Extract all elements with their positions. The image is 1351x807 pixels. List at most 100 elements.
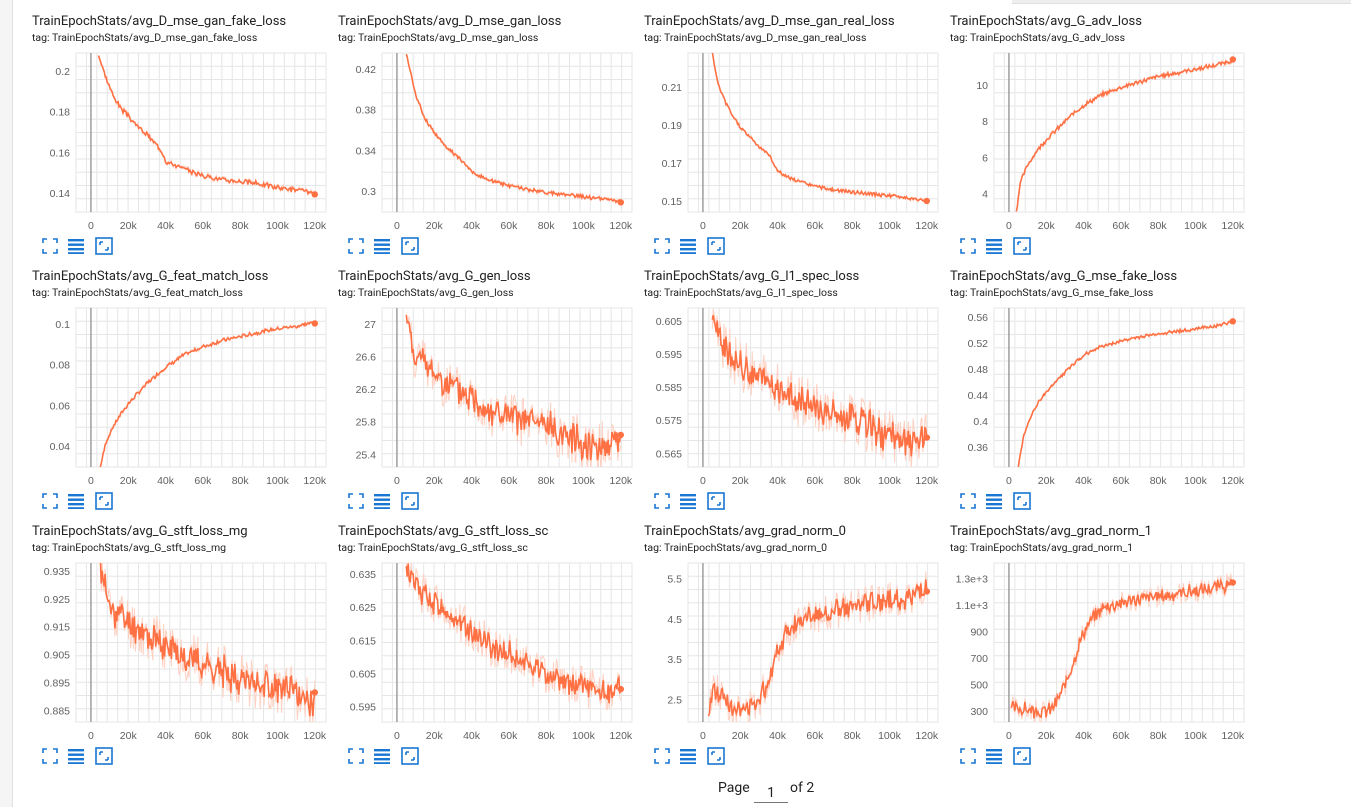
fit-domain-icon[interactable] (706, 491, 726, 511)
fullscreen-icon[interactable] (652, 236, 672, 256)
x-tick-label: 120k (915, 730, 939, 742)
y-tick-label: 0.905 (44, 650, 70, 662)
chart-plot[interactable]: 0 20k 40k 60k 80k 100k 120k 0.595 0.605 0.615 0.62… (338, 510, 638, 746)
x-tick-label: 120k (915, 475, 939, 487)
data-table-icon[interactable] (66, 746, 86, 766)
fullscreen-icon[interactable] (958, 236, 978, 256)
x-tick-label: 100k (1184, 475, 1208, 487)
chart-tag: tag: TrainEpochStats/avg_grad_norm_0 (644, 541, 828, 554)
y-tick-label: 0.52 (968, 338, 989, 350)
fit-domain-icon[interactable] (1012, 236, 1032, 256)
last-value-marker (311, 191, 319, 198)
x-tick-label: 20k (732, 220, 750, 232)
x-tick-label: 0 (1006, 220, 1012, 232)
x-tick-label: 20k (1038, 475, 1056, 487)
chart-plot[interactable]: 0 20k 40k 60k 80k 100k 120k 0.36 0.4 0.44 0.48 0.52… (950, 255, 1250, 491)
data-table-icon[interactable] (984, 236, 1004, 256)
plot-frame (687, 562, 939, 723)
fullscreen-icon[interactable] (958, 746, 978, 766)
fit-domain-icon[interactable] (94, 491, 114, 511)
data-table-icon[interactable] (372, 236, 392, 256)
chart-plot[interactable]: 0 20k 40k 60k 80k 100k 120k 0.04 0.06 0.08 0.1 (32, 255, 332, 491)
last-value-marker (617, 685, 625, 693)
fullscreen-icon[interactable] (346, 746, 366, 766)
chart-tag: tag: TrainEpochStats/avg_G_feat_match_lo… (32, 286, 243, 299)
raw-series-line (97, 57, 316, 198)
y-tick-label: 0.34 (356, 145, 377, 157)
x-tick-label: 20k (120, 475, 138, 487)
data-table-icon[interactable] (372, 746, 392, 766)
chart-plot[interactable]: 0 20k 40k 60k 80k 100k 120k 25.4 25.8 26.2 26.6 27 (338, 255, 638, 491)
x-tick-label: 40k (157, 220, 175, 232)
fullscreen-icon[interactable] (652, 746, 672, 766)
data-table-icon[interactable] (66, 236, 86, 256)
data-table-icon[interactable] (678, 236, 698, 256)
data-table-icon[interactable] (984, 746, 1004, 766)
fullscreen-icon[interactable] (40, 236, 60, 256)
y-tick-label: 0.19 (662, 120, 683, 132)
last-value-marker (923, 588, 931, 595)
y-tick-label: 6 (982, 152, 988, 164)
x-tick-label: 100k (878, 220, 902, 232)
x-tick-label: 80k (1150, 730, 1168, 742)
fit-domain-icon[interactable] (94, 236, 114, 256)
fit-domain-icon[interactable] (1012, 746, 1032, 766)
chart-plot[interactable]: 0 20k 40k 60k 80k 100k 120k 4 6 8 10 (950, 0, 1250, 236)
x-tick-label: 20k (1038, 730, 1056, 742)
x-tick-label: 0 (394, 220, 400, 232)
fit-domain-icon[interactable] (400, 746, 420, 766)
left-rail (0, 0, 13, 807)
fit-domain-icon[interactable] (1012, 491, 1032, 511)
fit-domain-icon[interactable] (706, 236, 726, 256)
x-tick-label: 40k (157, 475, 175, 487)
x-tick-label: 120k (609, 475, 633, 487)
y-tick-label: 0.17 (662, 158, 683, 170)
fullscreen-icon[interactable] (40, 746, 60, 766)
x-tick-label: 100k (266, 475, 290, 487)
x-tick-label: 60k (806, 730, 824, 742)
fit-domain-icon[interactable] (400, 491, 420, 511)
x-tick-label: 0 (88, 475, 94, 487)
x-tick-label: 120k (915, 220, 939, 232)
x-tick-label: 100k (1184, 220, 1208, 232)
x-tick-label: 80k (538, 730, 556, 742)
x-tick-label: 20k (732, 475, 750, 487)
data-table-icon[interactable] (372, 491, 392, 511)
chart-tag: tag: TrainEpochStats/avg_D_mse_gan_loss (338, 31, 539, 44)
y-tick-label: 0.605 (656, 316, 682, 328)
chart-plot[interactable]: 0 20k 40k 60k 80k 100k 120k 2.5 3.5 4.5 5.5 (644, 510, 944, 746)
smoothed-series-line (405, 314, 622, 462)
x-tick-label: 40k (769, 730, 787, 742)
y-tick-label: 4.5 (667, 614, 682, 626)
top-search-strip (1012, 0, 1351, 4)
chart-plot[interactable]: 0 20k 40k 60k 80k 100k 120k 0.15 0.17 0.19 0.21 (644, 0, 944, 236)
fullscreen-icon[interactable] (346, 236, 366, 256)
y-tick-label: 0.38 (356, 105, 377, 117)
data-table-icon[interactable] (66, 491, 86, 511)
data-table-icon[interactable] (678, 491, 698, 511)
chart-title: TrainEpochStats/avg_G_adv_loss (950, 14, 1142, 29)
fit-domain-icon[interactable] (94, 746, 114, 766)
y-tick-label: 0.2 (55, 66, 70, 78)
fit-domain-icon[interactable] (400, 236, 420, 256)
chart-plot[interactable]: 0 20k 40k 60k 80k 100k 120k 0.565 0.575 0.585 0.59… (644, 255, 944, 491)
y-tick-label: 0.44 (968, 390, 989, 402)
y-tick-label: 0.615 (350, 635, 376, 647)
chart-plot[interactable]: 0 20k 40k 60k 80k 100k 120k 0.3 0.34 0.38 0.42 (338, 0, 638, 236)
chart-plot[interactable]: 0 20k 40k 60k 80k 100k 120k 300 500 700 900 1.1e+3 1… (950, 510, 1250, 746)
fullscreen-icon[interactable] (346, 491, 366, 511)
data-table-icon[interactable] (984, 491, 1004, 511)
x-tick-label: 100k (572, 220, 596, 232)
fullscreen-icon[interactable] (652, 491, 672, 511)
page-number-input[interactable]: 1 (754, 782, 788, 803)
fit-domain-icon[interactable] (706, 746, 726, 766)
y-tick-label: 0.1 (55, 319, 70, 331)
y-tick-label: 0.4 (973, 416, 988, 428)
raw-series-line (708, 571, 928, 722)
fullscreen-icon[interactable] (958, 491, 978, 511)
chart-title: TrainEpochStats/avg_G_stft_loss_sc (338, 524, 549, 539)
fullscreen-icon[interactable] (40, 491, 60, 511)
data-table-icon[interactable] (678, 746, 698, 766)
chart-plot[interactable]: 0 20k 40k 60k 80k 100k 120k 0.885 0.895 0.905 0.91… (32, 510, 332, 746)
chart-plot[interactable]: 0 20k 40k 60k 80k 100k 120k 0.14 0.16 0.18 0.2 (32, 0, 332, 236)
